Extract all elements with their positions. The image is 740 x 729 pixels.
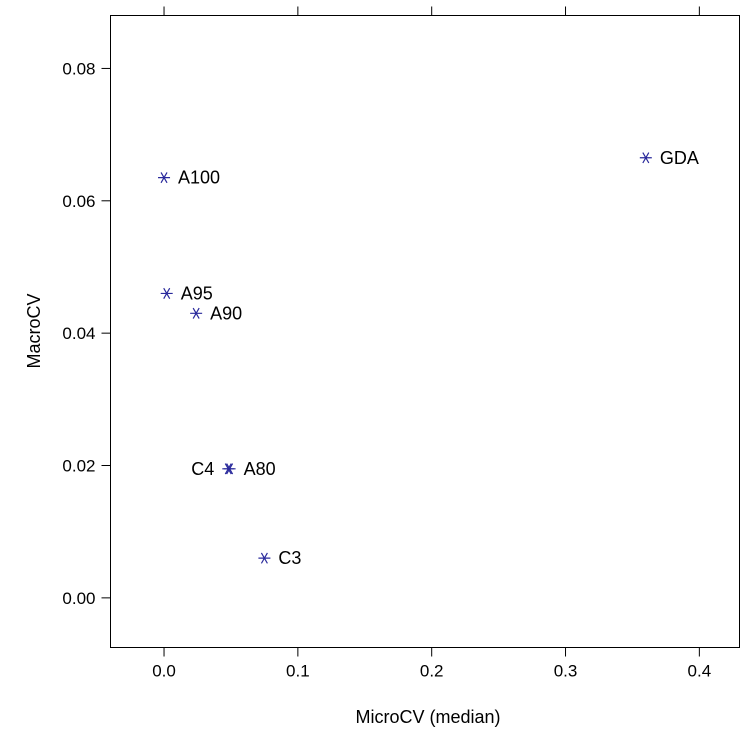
x-axis-title: MicroCV (median) <box>355 707 500 727</box>
point-label: C3 <box>278 548 301 568</box>
x-tick-label: 0.1 <box>286 662 310 681</box>
y-tick-label: 0.04 <box>62 324 95 343</box>
point-label: A90 <box>210 303 242 323</box>
y-tick-label: 0.08 <box>62 59 95 78</box>
point-label: A80 <box>244 459 276 479</box>
data-point: C3 <box>258 548 301 568</box>
data-point: C4 <box>191 459 235 479</box>
x-tick-label: 0.3 <box>554 662 578 681</box>
asterisk-marker <box>639 152 652 164</box>
asterisk-marker <box>160 287 173 299</box>
y-axis: 0.00 0.02 0.04 0.06 0.08 <box>62 59 740 608</box>
point-label: A100 <box>178 168 220 188</box>
point-label: GDA <box>660 148 699 168</box>
data-point: GDA <box>639 148 699 168</box>
point-label: A95 <box>181 283 213 303</box>
x-tick-label: 0.2 <box>420 662 444 681</box>
asterisk-marker <box>190 307 203 319</box>
x-tick-label: 0.0 <box>152 662 176 681</box>
asterisk-marker <box>222 463 235 475</box>
x-axis: 0.0 0.1 0.2 0.3 0.4 <box>152 6 712 681</box>
data-point: A95 <box>160 283 213 303</box>
y-axis-title: MacroCV <box>24 293 44 368</box>
data-point: A90 <box>190 303 242 323</box>
point-label: C4 <box>191 459 214 479</box>
x-tick-label: 0.4 <box>688 662 712 681</box>
y-tick-label: 0.00 <box>62 589 95 608</box>
data-point: A100 <box>158 168 220 188</box>
asterisk-marker <box>258 552 271 564</box>
y-tick-label: 0.06 <box>62 192 95 211</box>
y-tick-label: 0.02 <box>62 457 95 476</box>
plot-frame <box>110 15 740 648</box>
asterisk-marker <box>158 172 171 184</box>
